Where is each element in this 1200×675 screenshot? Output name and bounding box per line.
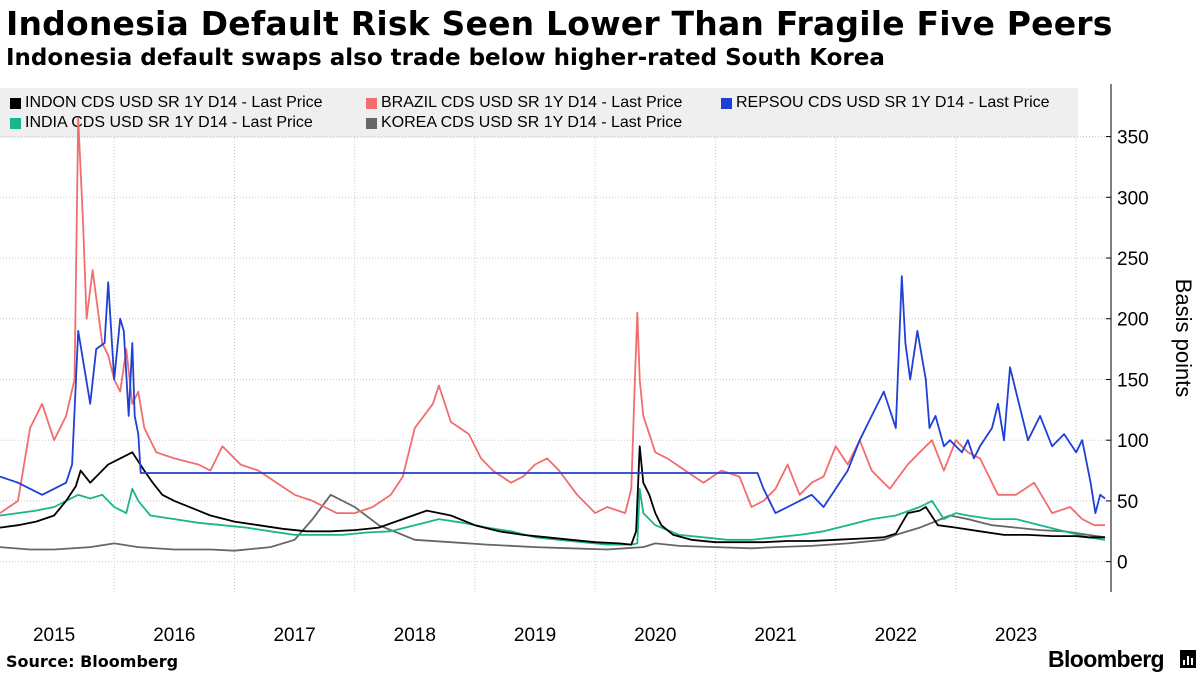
series-line-brazil [0, 117, 1105, 527]
y-tick-label-350: 350 [1117, 128, 1149, 149]
legend-label-indon: INDON CDS USD SR 1Y D14 - Last Price [25, 94, 323, 111]
x-tick-label-2020: 2020 [634, 625, 676, 646]
legend-item-korea: KOREA CDS USD SR 1Y D14 - Last Price [366, 114, 682, 132]
y-tick-label-50: 50 [1117, 492, 1138, 513]
source-note: Source: Bloomberg [6, 652, 179, 671]
bloomberg-chart-icon [1180, 650, 1196, 668]
y-tick-label-150: 150 [1117, 370, 1149, 391]
legend-swatch-repsou [721, 97, 732, 109]
x-tick-label-2017: 2017 [273, 625, 315, 646]
chart-title: Indonesia Default Risk Seen Lower Than F… [6, 4, 1113, 43]
series-line-indon [0, 445, 1105, 546]
legend-swatch-indon [10, 97, 21, 109]
legend: INDON CDS USD SR 1Y D14 - Last Price BRA… [0, 88, 1078, 138]
bloomberg-logo: Bloomberg [1048, 646, 1165, 672]
legend-item-repsou: REPSOU CDS USD SR 1Y D14 - Last Price [721, 94, 1050, 112]
x-tick-label-2022: 2022 [875, 625, 917, 646]
legend-swatch-brazil [366, 97, 377, 109]
x-tick-label-2016: 2016 [153, 625, 195, 646]
axis-layer: 0 50 100 150 200 250 300 350 Basis points 2015 201… [33, 84, 1196, 646]
x-tick-label-2021: 2021 [754, 625, 796, 646]
grid-layer [0, 136, 1105, 592]
series-layer [0, 117, 1106, 552]
legend-swatch-india [10, 117, 21, 129]
chart-subtitle: Indonesia default swaps also trade below… [6, 45, 885, 71]
legend-item-brazil: BRAZIL CDS USD SR 1Y D14 - Last Price [366, 94, 682, 112]
y-tick-label-200: 200 [1117, 310, 1149, 331]
legend-label-repsou: REPSOU CDS USD SR 1Y D14 - Last Price [736, 94, 1050, 111]
series-line-repsou [0, 275, 1106, 514]
y-tick-label-250: 250 [1117, 249, 1149, 270]
y-tick-label-300: 300 [1117, 188, 1149, 209]
y-tick-label-100: 100 [1117, 431, 1149, 452]
y-axis-label: Basis points [1171, 279, 1196, 398]
x-tick-label-2019: 2019 [514, 625, 556, 646]
series-line-korea [0, 493, 1106, 552]
legend-item-india: INDIA CDS USD SR 1Y D14 - Last Price [10, 114, 313, 132]
legend-label-india: INDIA CDS USD SR 1Y D14 - Last Price [25, 114, 313, 131]
series-line-india [0, 487, 1106, 546]
x-tick-label-2018: 2018 [394, 625, 436, 646]
y-tick-label-0: 0 [1117, 553, 1128, 574]
legend-label-brazil: BRAZIL CDS USD SR 1Y D14 - Last Price [381, 94, 683, 111]
legend-item-indon: INDON CDS USD SR 1Y D14 - Last Price [10, 94, 323, 112]
x-tick-label-2023: 2023 [995, 625, 1037, 646]
legend-label-korea: KOREA CDS USD SR 1Y D14 - Last Price [381, 114, 683, 131]
x-tick-label-2015: 2015 [33, 625, 75, 646]
legend-swatch-korea [366, 117, 377, 129]
